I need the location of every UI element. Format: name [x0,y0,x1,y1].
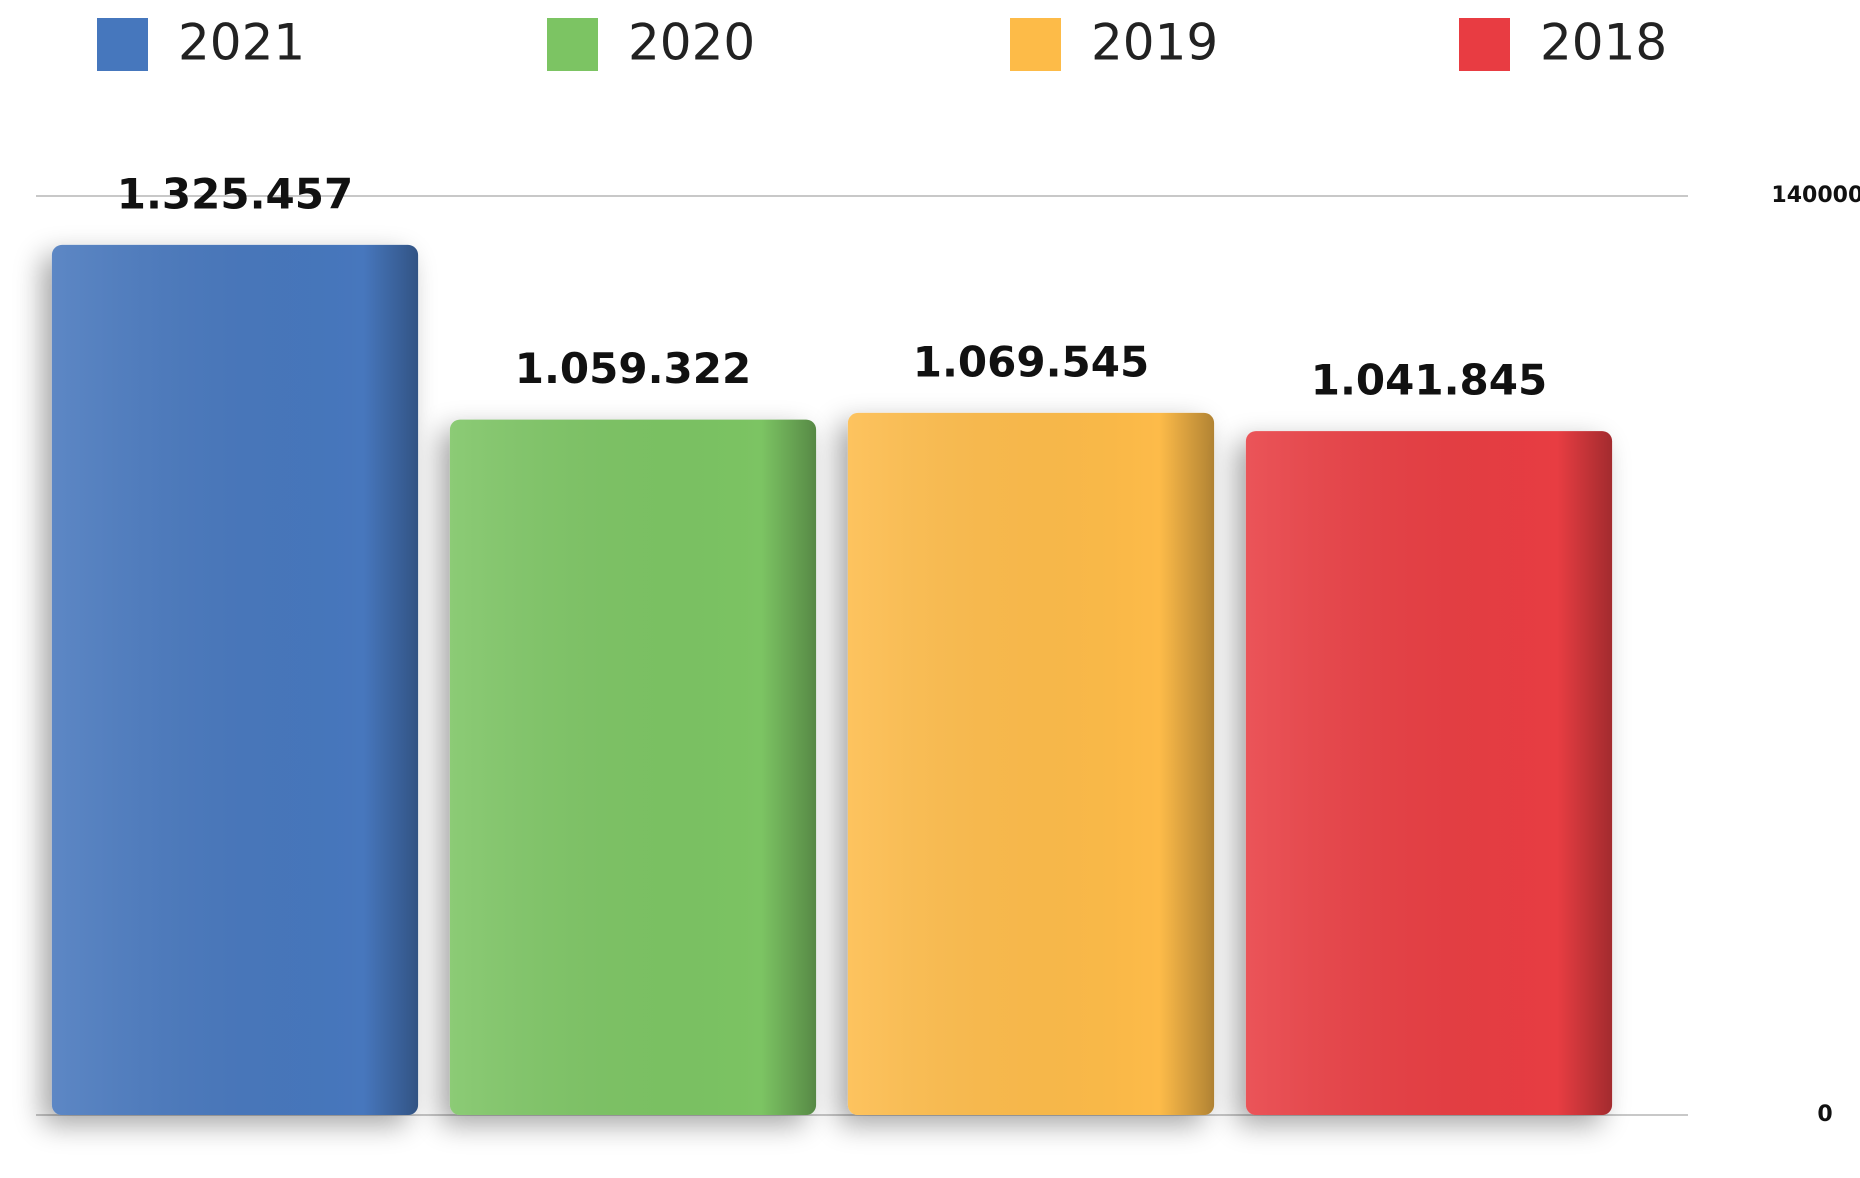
bar-shade [847,412,1215,1115]
legend-label: 2019 [1091,14,1218,72]
legend-swatch [547,18,598,71]
y-tick-label: 0 [1817,1102,1832,1127]
legend-label: 2018 [1540,14,1667,72]
legend-swatch [1459,18,1510,71]
bar-shade [51,244,419,1116]
value-label: 1.325.457 [117,169,353,218]
legend-swatch [97,18,148,71]
legend-label: 2020 [628,14,755,72]
bar-shade [449,419,817,1116]
bar-shade [1245,431,1613,1116]
value-label: 1.069.545 [913,337,1149,386]
y-tick-label: 1400000 [1771,183,1860,208]
legend-swatch [1010,18,1061,71]
legend-label: 2021 [178,14,305,72]
value-label: 1.041.845 [1311,356,1547,405]
value-label: 1.059.322 [515,344,751,393]
